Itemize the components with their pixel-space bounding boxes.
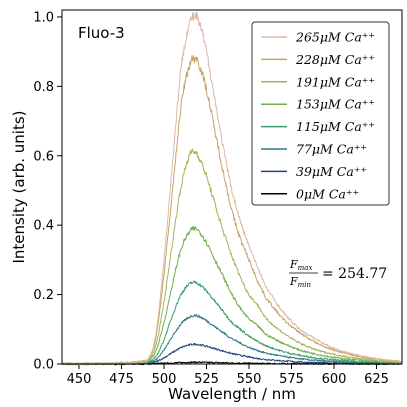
x-axis-label: Wavelength / nm <box>168 385 296 403</box>
ratio-annotation: Fmax Fmin = 254.77 <box>289 258 387 289</box>
y-tick-label: 0.0 <box>33 358 54 373</box>
legend-label: 115μM Ca⁺⁺ <box>296 119 375 134</box>
annotation-value: = 254.77 <box>322 266 387 282</box>
x-tick-label: 575 <box>279 372 304 387</box>
legend-label: 265μM Ca⁺⁺ <box>295 30 375 45</box>
legend-box <box>251 21 390 206</box>
x-tick-label: 525 <box>194 372 219 387</box>
plot-frame <box>61 9 403 365</box>
legend-label: 191μM Ca⁺⁺ <box>296 74 375 89</box>
annotation-numerator: Fmax <box>289 258 312 272</box>
y-tick-label: 0.8 <box>33 80 54 95</box>
y-tick-label: 0.4 <box>33 219 54 234</box>
legend-label: 39μM Ca⁺⁺ <box>296 164 367 179</box>
y-tick-label: 0.2 <box>33 288 54 303</box>
legend-entries: 265μM Ca⁺⁺ 228μM Ca⁺⁺ 191μM Ca⁺⁺ 153μM Ca⁺⁺… <box>261 30 375 201</box>
annotation-denominator: Fmin <box>289 275 312 289</box>
x-tick-label: 475 <box>109 372 134 387</box>
y-tick-label: 1.0 <box>33 10 54 25</box>
legend-label: 77μM Ca⁺⁺ <box>296 142 367 157</box>
x-tick-label: 450 <box>67 372 92 387</box>
legend-label: 153μM Ca⁺⁺ <box>296 97 375 112</box>
x-tick-label: 550 <box>237 372 262 387</box>
legend-label: 228μM Ca⁺⁺ <box>295 52 375 67</box>
y-axis-label: Intensity (arb. units) <box>10 110 28 263</box>
x-tick-label: 600 <box>322 372 347 387</box>
x-tick-label: 625 <box>364 372 389 387</box>
panel-label: Fluo-3 <box>78 24 125 42</box>
x-tick-label: 500 <box>152 372 177 387</box>
legend: 265μM Ca⁺⁺ 228μM Ca⁺⁺ 191μM Ca⁺⁺ 153μM Ca⁺⁺… <box>251 21 390 206</box>
y-tick-label: 0.6 <box>33 149 54 164</box>
axis-ticks: 450 475 500 525 550 575 600 625 0.0 0.2 0.4 0.6 0.8 1… <box>33 10 389 387</box>
legend-label: 0μM Ca⁺⁺ <box>296 186 359 201</box>
